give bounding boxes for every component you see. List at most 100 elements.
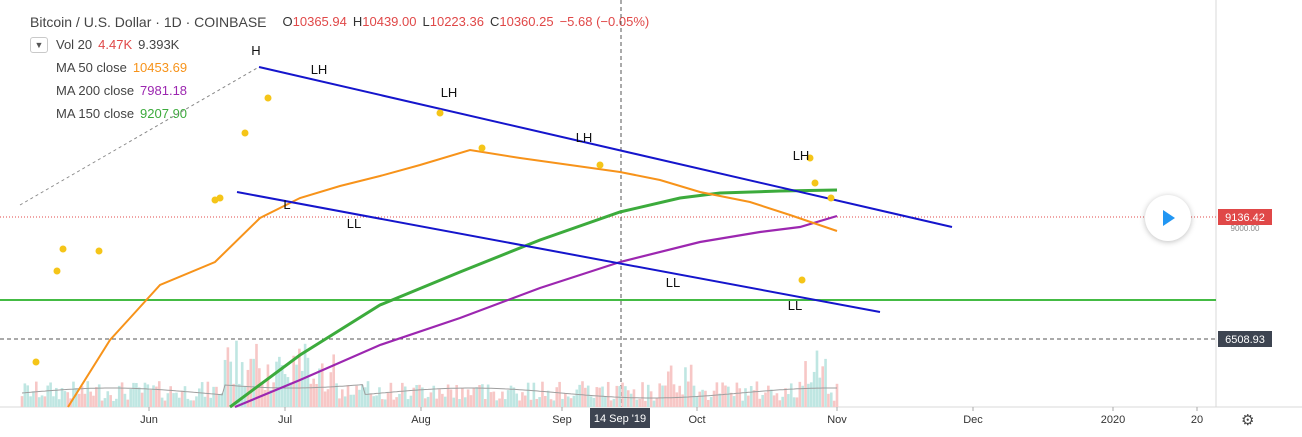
volume-bar xyxy=(512,387,516,407)
time-tick-label: 20 xyxy=(1191,414,1203,426)
volume-bar xyxy=(481,384,484,407)
time-tick-label: 2020 xyxy=(1101,414,1125,426)
signal-marker-dot xyxy=(216,194,224,202)
volume-bar xyxy=(546,390,550,407)
volume-bar xyxy=(86,381,90,407)
volume-bar xyxy=(812,371,816,407)
volume-bar xyxy=(157,381,161,407)
volume-bar xyxy=(275,361,278,407)
volume-bar xyxy=(664,385,667,407)
volume-bar xyxy=(57,399,61,407)
volume-bar xyxy=(624,386,627,407)
swing-annotation-label: LL xyxy=(666,275,680,290)
volume-bar xyxy=(801,385,804,407)
volume-bar xyxy=(249,358,253,407)
volume-bar xyxy=(787,394,790,407)
volume-bar xyxy=(120,382,124,407)
volume-bar xyxy=(435,398,438,407)
swing-annotation-label: LH xyxy=(576,130,593,145)
volume-bar xyxy=(60,388,64,407)
symbol-title[interactable]: Bitcoin / U.S. Dollar · 1D · COINBASE xyxy=(30,13,267,30)
volume-bar xyxy=(20,396,24,407)
volume-bar xyxy=(523,395,527,407)
swing-annotation-label: LH xyxy=(441,85,458,100)
volume-bar xyxy=(346,385,350,407)
volume-bar xyxy=(183,386,187,407)
volume-bar xyxy=(172,393,175,407)
volume-bar xyxy=(386,392,390,407)
volume-bar xyxy=(652,400,656,407)
replay-play-button[interactable] xyxy=(1145,195,1191,241)
signal-marker-dot xyxy=(32,358,40,366)
volume-bar xyxy=(192,400,195,407)
volume-bar xyxy=(215,386,218,407)
signal-marker-dot xyxy=(811,179,819,187)
volume-bar xyxy=(612,398,616,407)
volume-bar xyxy=(421,387,424,407)
partial-price-text: 9000.00 xyxy=(1231,224,1260,233)
collapse-legend-button[interactable]: ▼ xyxy=(30,36,48,53)
low-value: 10223.36 xyxy=(429,14,484,29)
volume-bar xyxy=(827,393,830,407)
volume-bar xyxy=(355,385,358,407)
ma200-label[interactable]: MA 200 close xyxy=(56,83,135,98)
time-tick-label: Jun xyxy=(140,414,158,426)
volume-bar xyxy=(252,358,255,407)
gear-icon[interactable]: ⚙ xyxy=(1241,412,1255,429)
time-tick-label: Aug xyxy=(411,414,431,426)
volume-bar xyxy=(263,389,267,407)
volume-bar xyxy=(675,392,679,407)
volume-bar xyxy=(389,382,393,407)
volume-bar xyxy=(449,389,453,407)
volume-bar xyxy=(363,387,367,407)
play-icon xyxy=(1163,210,1175,226)
volume-bar xyxy=(498,398,501,407)
signal-marker-dot xyxy=(798,276,806,284)
volume-bar xyxy=(283,374,287,407)
volume-bar xyxy=(289,382,293,407)
volume-bar xyxy=(438,389,441,407)
volume-bar xyxy=(458,399,461,407)
signal-marker-dot xyxy=(806,154,814,162)
volume-bar xyxy=(92,395,95,407)
volume-bar xyxy=(789,383,793,407)
volume-bar xyxy=(97,384,101,407)
volume-bar xyxy=(409,395,413,407)
volume-bar xyxy=(532,382,536,407)
volume-bar xyxy=(209,397,213,407)
signal-marker-dot xyxy=(241,129,249,137)
volume-bar xyxy=(246,369,250,407)
volume-bar xyxy=(135,383,138,407)
ma150-row: MA 150 close 9207.90 xyxy=(30,102,649,125)
volume-bar xyxy=(644,400,647,407)
volume-bar xyxy=(89,391,92,407)
volume-bar xyxy=(501,391,504,407)
volume-label[interactable]: Vol 20 xyxy=(56,37,93,52)
volume-bar xyxy=(749,386,753,407)
volume-bar xyxy=(129,388,132,407)
ma50-label[interactable]: MA 50 close xyxy=(56,60,127,75)
swing-annotation-label: LL xyxy=(347,216,361,231)
volume-bar xyxy=(701,389,704,407)
open-value: 10365.94 xyxy=(292,14,347,29)
volume-bar xyxy=(452,397,456,407)
volume-bar xyxy=(206,381,210,407)
volume-bar xyxy=(483,399,487,407)
volume-bar xyxy=(738,388,742,407)
volume-bar xyxy=(604,395,607,407)
volume-bar xyxy=(821,366,825,407)
volume-bar xyxy=(218,394,221,407)
volume-bar xyxy=(197,388,201,407)
volume-bar xyxy=(561,398,564,407)
ma150-label[interactable]: MA 150 close xyxy=(56,106,135,121)
volume-bar xyxy=(49,382,52,407)
volume-bar xyxy=(426,396,430,407)
volume-bar xyxy=(521,392,524,407)
crosshair-price-text: 6508.93 xyxy=(1225,334,1265,346)
close-label: C xyxy=(489,14,500,29)
volume-bar xyxy=(486,384,490,407)
volume-bar xyxy=(203,396,207,407)
